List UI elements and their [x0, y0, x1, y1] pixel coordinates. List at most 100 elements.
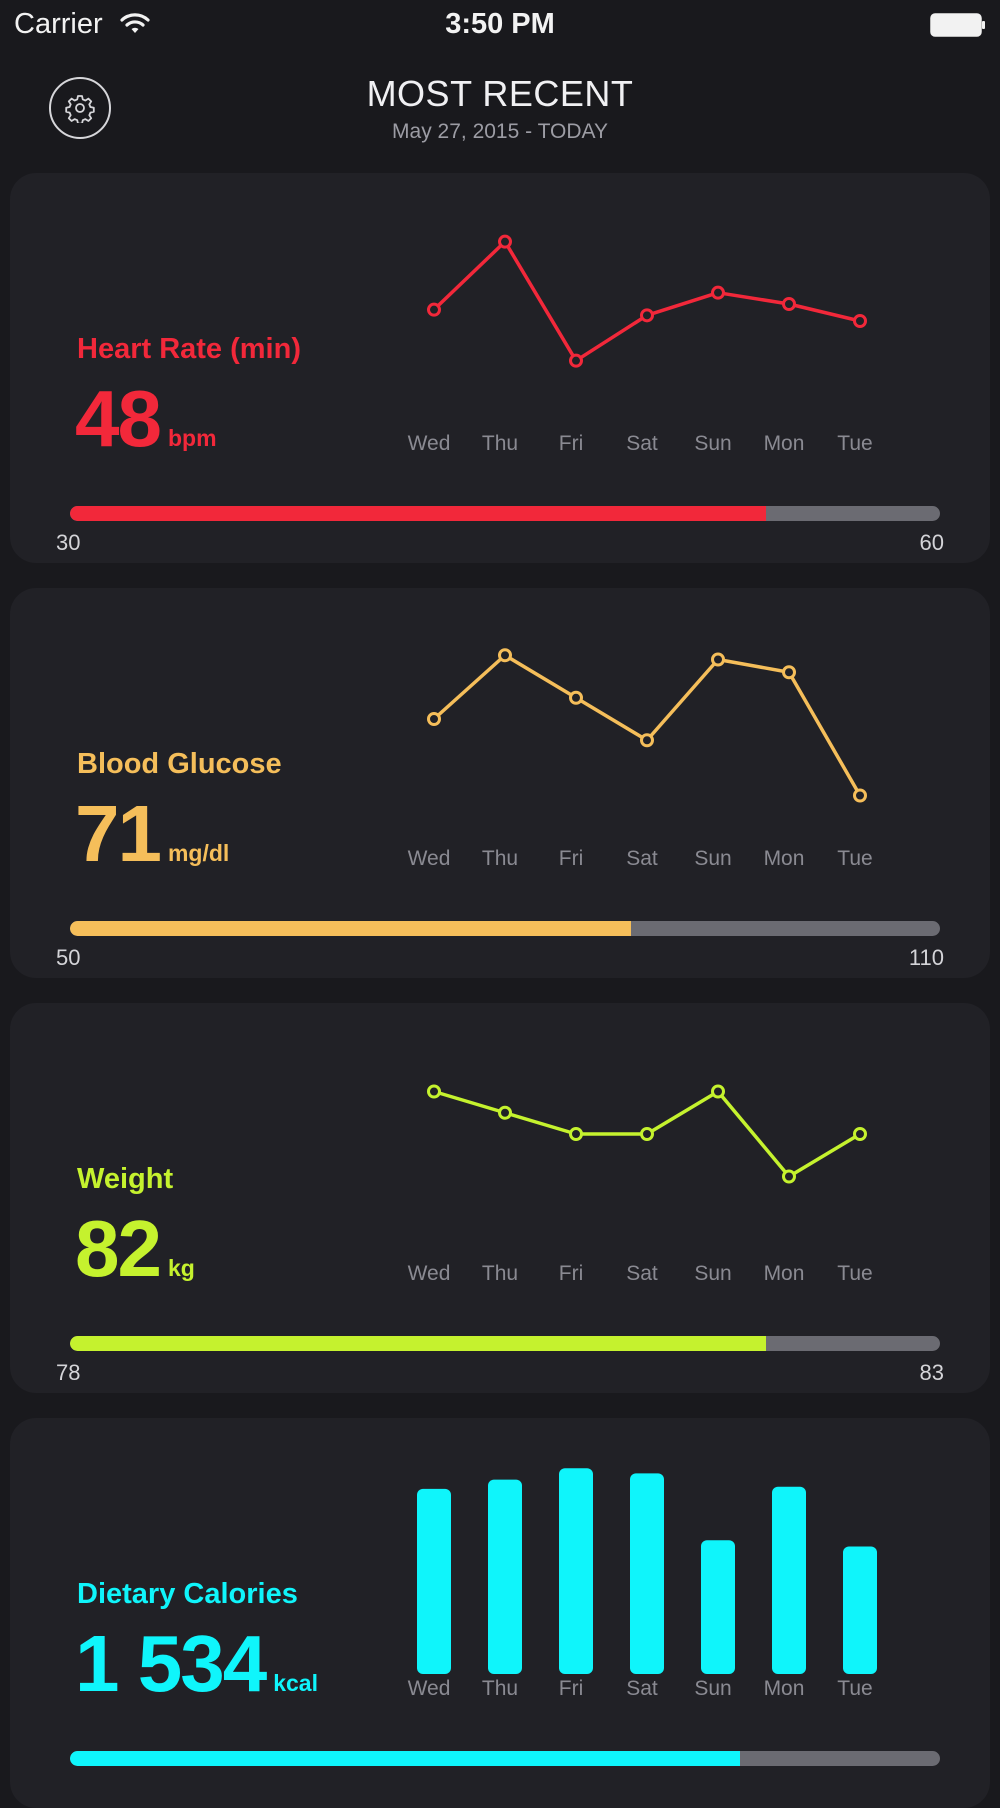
value-row: 82 kg: [75, 1203, 195, 1295]
data-point: [498, 648, 512, 663]
data-point: [427, 712, 441, 726]
data-point: [782, 297, 796, 311]
day-label: Sat: [626, 1262, 658, 1285]
status-bar: Carrier 3:50 PM: [0, 0, 1000, 50]
card-unit: kg: [167, 1255, 195, 1281]
value-row: 1 534 kcal: [75, 1618, 318, 1710]
day-label: Sun: [694, 1262, 731, 1285]
day-label: Fri: [559, 1262, 584, 1285]
card-title: Heart Rate (min): [77, 333, 301, 365]
weight-card[interactable]: Weight 82 kg Wed Thu Fri Sat Sun Mon Tue 78 83: [10, 1003, 990, 1393]
range-bar-fill: [70, 506, 766, 521]
bar: [843, 1546, 877, 1674]
day-label: Mon: [764, 432, 805, 455]
date-range: May 27, 2015 - TODAY: [392, 120, 608, 143]
day-label: Fri: [559, 847, 584, 870]
day-label: Wed: [408, 1262, 451, 1285]
bar: [488, 1479, 522, 1674]
day-label: Wed: [408, 432, 451, 455]
data-point: [498, 1105, 512, 1120]
settings-button[interactable]: [49, 77, 111, 139]
data-point: [782, 665, 796, 680]
range-bar-fill: [70, 1751, 740, 1766]
heart-rate-chart: Wed Thu Fri Sat Sun Mon Tue: [408, 234, 873, 455]
data-point: [640, 1127, 654, 1141]
value-row: 48 bpm: [75, 373, 217, 465]
day-label: Thu: [482, 432, 518, 455]
range-bar: [70, 1751, 940, 1766]
bar: [772, 1486, 806, 1674]
day-label: Fri: [559, 1677, 584, 1700]
bar: [559, 1468, 593, 1674]
card-unit: bpm: [167, 425, 217, 451]
day-label: Wed: [408, 1677, 451, 1700]
dietary-calories-chart: Wed Thu Fri Sat Sun Mon Tue: [408, 1468, 877, 1700]
data-point: [853, 314, 867, 328]
data-point: [853, 1127, 867, 1141]
day-label: Wed: [408, 847, 451, 870]
card-value: 82: [75, 1204, 162, 1293]
day-label: Sat: [626, 847, 658, 870]
range-max: 83: [919, 1360, 944, 1385]
blood-glucose-chart: Wed Thu Fri Sat Sun Mon Tue: [408, 648, 873, 870]
value-row: 71 mg/dl: [75, 788, 229, 880]
series-line: [432, 653, 862, 797]
heart-rate-card[interactable]: Heart Rate (min) 48 bpm Wed Thu Fri Sat Sun Mo…: [10, 173, 990, 563]
card-title: Weight: [77, 1163, 174, 1195]
series-line: [432, 239, 861, 363]
data-point: [569, 353, 583, 368]
card-unit: mg/dl: [167, 840, 230, 866]
range-bar: [70, 506, 940, 521]
range-bar-fill: [70, 1336, 766, 1351]
day-label: Mon: [764, 1262, 805, 1285]
range-bar-fill: [70, 921, 632, 936]
data-point: [711, 652, 725, 667]
range-min: 78: [56, 1360, 81, 1385]
day-label: Tue: [837, 1677, 872, 1700]
dietary-calories-card[interactable]: Dietary Calories 1 534 kcal Wed Thu Fri Sat S…: [10, 1418, 990, 1808]
data-point: [569, 1127, 583, 1141]
data-point: [569, 690, 583, 705]
data-point: [427, 302, 441, 317]
card-value: 48: [75, 374, 162, 463]
bar: [630, 1473, 664, 1674]
bar: [701, 1540, 735, 1674]
day-label: Mon: [764, 847, 805, 870]
card-unit: kcal: [273, 1670, 318, 1696]
day-label: Mon: [764, 1677, 805, 1700]
day-label: Sun: [694, 432, 731, 455]
wifi-icon: [120, 13, 150, 33]
range-max: 60: [919, 530, 944, 555]
blood-glucose-card[interactable]: Blood Glucose 71 mg/dl Wed Thu Fri Sat Sun Mon…: [10, 588, 990, 978]
data-point: [711, 285, 725, 300]
data-point: [711, 1084, 725, 1099]
data-point: [427, 1084, 441, 1099]
day-label: Fri: [559, 432, 584, 455]
status-time: 3:50 PM: [445, 8, 555, 40]
range-min: 50: [56, 945, 81, 970]
data-point: [782, 1169, 796, 1184]
data-point: [640, 308, 654, 323]
day-label: Thu: [482, 847, 518, 870]
range-max: 110: [908, 945, 944, 970]
carrier-label: Carrier: [14, 8, 103, 40]
battery-icon: [930, 13, 985, 37]
day-label: Sun: [694, 1677, 731, 1700]
day-label: Sun: [694, 847, 731, 870]
data-point: [498, 234, 512, 249]
day-label: Tue: [837, 432, 872, 455]
bar: [417, 1488, 451, 1674]
day-label: Thu: [482, 1677, 518, 1700]
weight-chart: Wed Thu Fri Sat Sun Mon Tue: [408, 1084, 873, 1285]
day-label: Tue: [837, 847, 872, 870]
day-label: Tue: [837, 1262, 872, 1285]
day-label: Sat: [626, 432, 658, 455]
card-title: Blood Glucose: [77, 748, 282, 780]
card-value: 1 534: [75, 1619, 267, 1708]
range-bar: [70, 1336, 940, 1351]
data-point: [640, 733, 654, 748]
range-bar: [70, 921, 940, 936]
day-label: Thu: [482, 1262, 518, 1285]
day-label: Sat: [626, 1677, 658, 1700]
range-min: 30: [56, 530, 81, 555]
